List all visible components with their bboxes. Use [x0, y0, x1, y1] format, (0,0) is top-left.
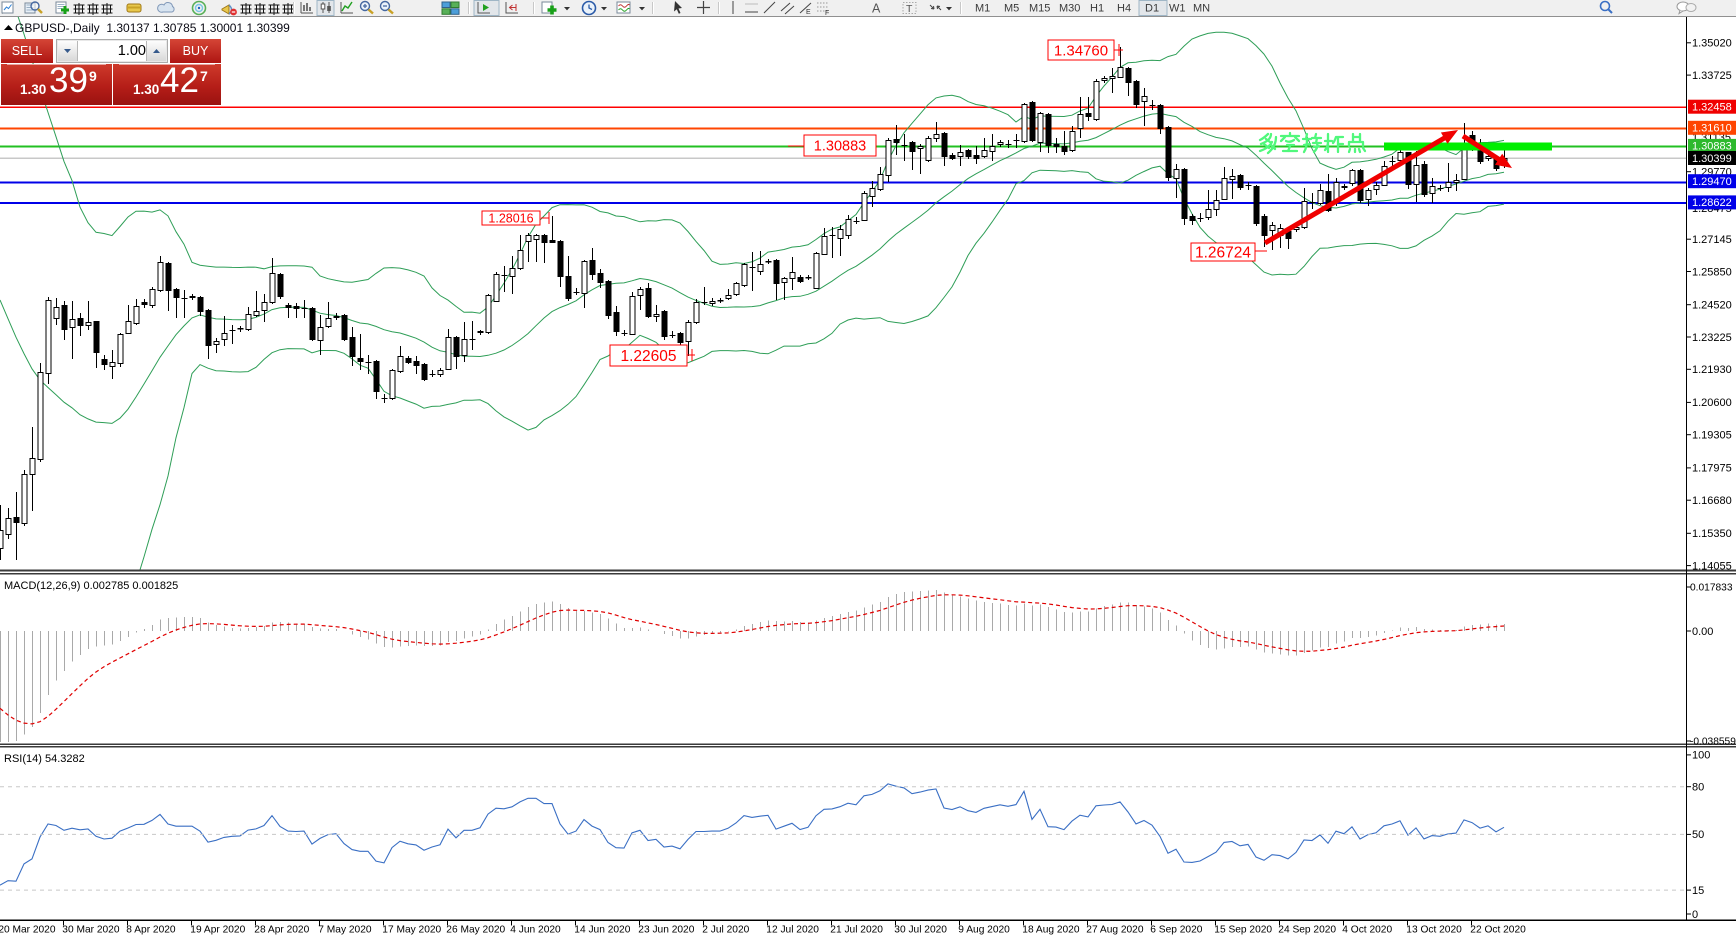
svg-text:27 Aug 2020: 27 Aug 2020: [1086, 925, 1144, 936]
svg-text:MACD(12,26,9) 0.002785 0.00182: MACD(12,26,9) 0.002785 0.001825: [4, 580, 178, 592]
svg-text:H1: H1: [1090, 3, 1104, 15]
svg-text:7 May 2020: 7 May 2020: [318, 925, 372, 936]
svg-text:8 Apr 2020: 8 Apr 2020: [126, 925, 176, 936]
svg-text:1.30883: 1.30883: [814, 139, 866, 155]
svg-text:1.24520: 1.24520: [1692, 300, 1732, 312]
svg-text:0.017833: 0.017833: [1690, 583, 1733, 594]
svg-text:6 Sep 2020: 6 Sep 2020: [1150, 925, 1202, 936]
svg-text:1.20600: 1.20600: [1692, 397, 1732, 409]
svg-text:28 Apr 2020: 28 Apr 2020: [254, 925, 309, 936]
svg-text:4 Oct 2020: 4 Oct 2020: [1342, 925, 1392, 936]
svg-text:1.27145: 1.27145: [1692, 234, 1732, 246]
svg-text:MN: MN: [1193, 3, 1210, 15]
svg-text:23 Jun 2020: 23 Jun 2020: [638, 925, 694, 936]
svg-text:M30: M30: [1059, 3, 1080, 15]
svg-text:H4: H4: [1117, 3, 1131, 15]
svg-text:9 Aug 2020: 9 Aug 2020: [958, 925, 1010, 936]
svg-text:1.35020: 1.35020: [1692, 38, 1732, 50]
svg-text:1.28622: 1.28622: [1692, 197, 1732, 209]
svg-text:22 Oct 2020: 22 Oct 2020: [1470, 925, 1526, 936]
svg-text:1.15350: 1.15350: [1692, 528, 1732, 540]
svg-text:E: E: [806, 9, 811, 16]
svg-text:-0.038559: -0.038559: [1690, 737, 1736, 748]
svg-text:M5: M5: [1004, 3, 1019, 15]
svg-text:18 Aug 2020: 18 Aug 2020: [1022, 925, 1080, 936]
svg-text:4 Jun 2020: 4 Jun 2020: [510, 925, 561, 936]
svg-text:T: T: [906, 3, 913, 15]
svg-text:26 May 2020: 26 May 2020: [446, 925, 505, 936]
svg-text:1.30399: 1.30399: [1692, 153, 1732, 165]
svg-text:M15: M15: [1029, 3, 1050, 15]
svg-text:A: A: [872, 2, 881, 16]
svg-text:15: 15: [1692, 885, 1704, 897]
svg-text:D1: D1: [1145, 3, 1159, 15]
svg-text:RSI(14) 54.3282: RSI(14) 54.3282: [4, 753, 85, 765]
svg-text:1.21930: 1.21930: [1692, 364, 1732, 376]
svg-text:1.26724: 1.26724: [1195, 245, 1251, 262]
svg-text:F: F: [825, 10, 829, 17]
svg-text:1.23225: 1.23225: [1692, 332, 1732, 344]
svg-text:30 Jul 2020: 30 Jul 2020: [894, 925, 947, 936]
svg-text:1.29470: 1.29470: [1692, 176, 1732, 188]
svg-text:100: 100: [1692, 750, 1710, 762]
svg-text:1.30883: 1.30883: [1692, 141, 1732, 153]
svg-text:1.25850: 1.25850: [1692, 266, 1732, 278]
svg-text:12 Jul 2020: 12 Jul 2020: [766, 925, 819, 936]
svg-text:M1: M1: [975, 3, 990, 15]
svg-text:21 Jul 2020: 21 Jul 2020: [830, 925, 883, 936]
svg-text:0.00: 0.00: [1692, 626, 1713, 638]
svg-text:1.16680: 1.16680: [1692, 495, 1732, 507]
svg-text:GBPUSD-,Daily 1.30137 1.30785: GBPUSD-,Daily 1.30137 1.30785 1.30001 1.…: [15, 21, 290, 35]
svg-text:19 Apr 2020: 19 Apr 2020: [190, 925, 245, 936]
svg-text:14 Jun 2020: 14 Jun 2020: [574, 925, 630, 936]
svg-text:30 Mar 2020: 30 Mar 2020: [62, 925, 120, 936]
svg-text:W1: W1: [1169, 3, 1186, 15]
svg-text:13 Oct 2020: 13 Oct 2020: [1406, 925, 1462, 936]
svg-text:50: 50: [1692, 829, 1704, 841]
svg-text:15 Sep 2020: 15 Sep 2020: [1214, 925, 1272, 936]
svg-text:80: 80: [1692, 782, 1704, 794]
svg-text:2 Jul 2020: 2 Jul 2020: [702, 925, 749, 936]
svg-text:17 May 2020: 17 May 2020: [382, 925, 441, 936]
svg-text:1.34760: 1.34760: [1054, 42, 1108, 59]
svg-text:1.33725: 1.33725: [1692, 70, 1732, 82]
svg-text:1.17975: 1.17975: [1692, 463, 1732, 475]
svg-text:1.32458: 1.32458: [1692, 102, 1732, 114]
svg-text:1.28016: 1.28016: [488, 212, 533, 226]
svg-text:1.14055: 1.14055: [1692, 560, 1732, 572]
svg-text:1.22605: 1.22605: [620, 348, 676, 365]
svg-text:0: 0: [1692, 909, 1698, 921]
svg-text:1.19305: 1.19305: [1692, 430, 1732, 442]
svg-text:1.31610: 1.31610: [1692, 123, 1732, 135]
svg-text:24 Sep 2020: 24 Sep 2020: [1278, 925, 1336, 936]
svg-text:20 Mar 2020: 20 Mar 2020: [0, 925, 56, 936]
